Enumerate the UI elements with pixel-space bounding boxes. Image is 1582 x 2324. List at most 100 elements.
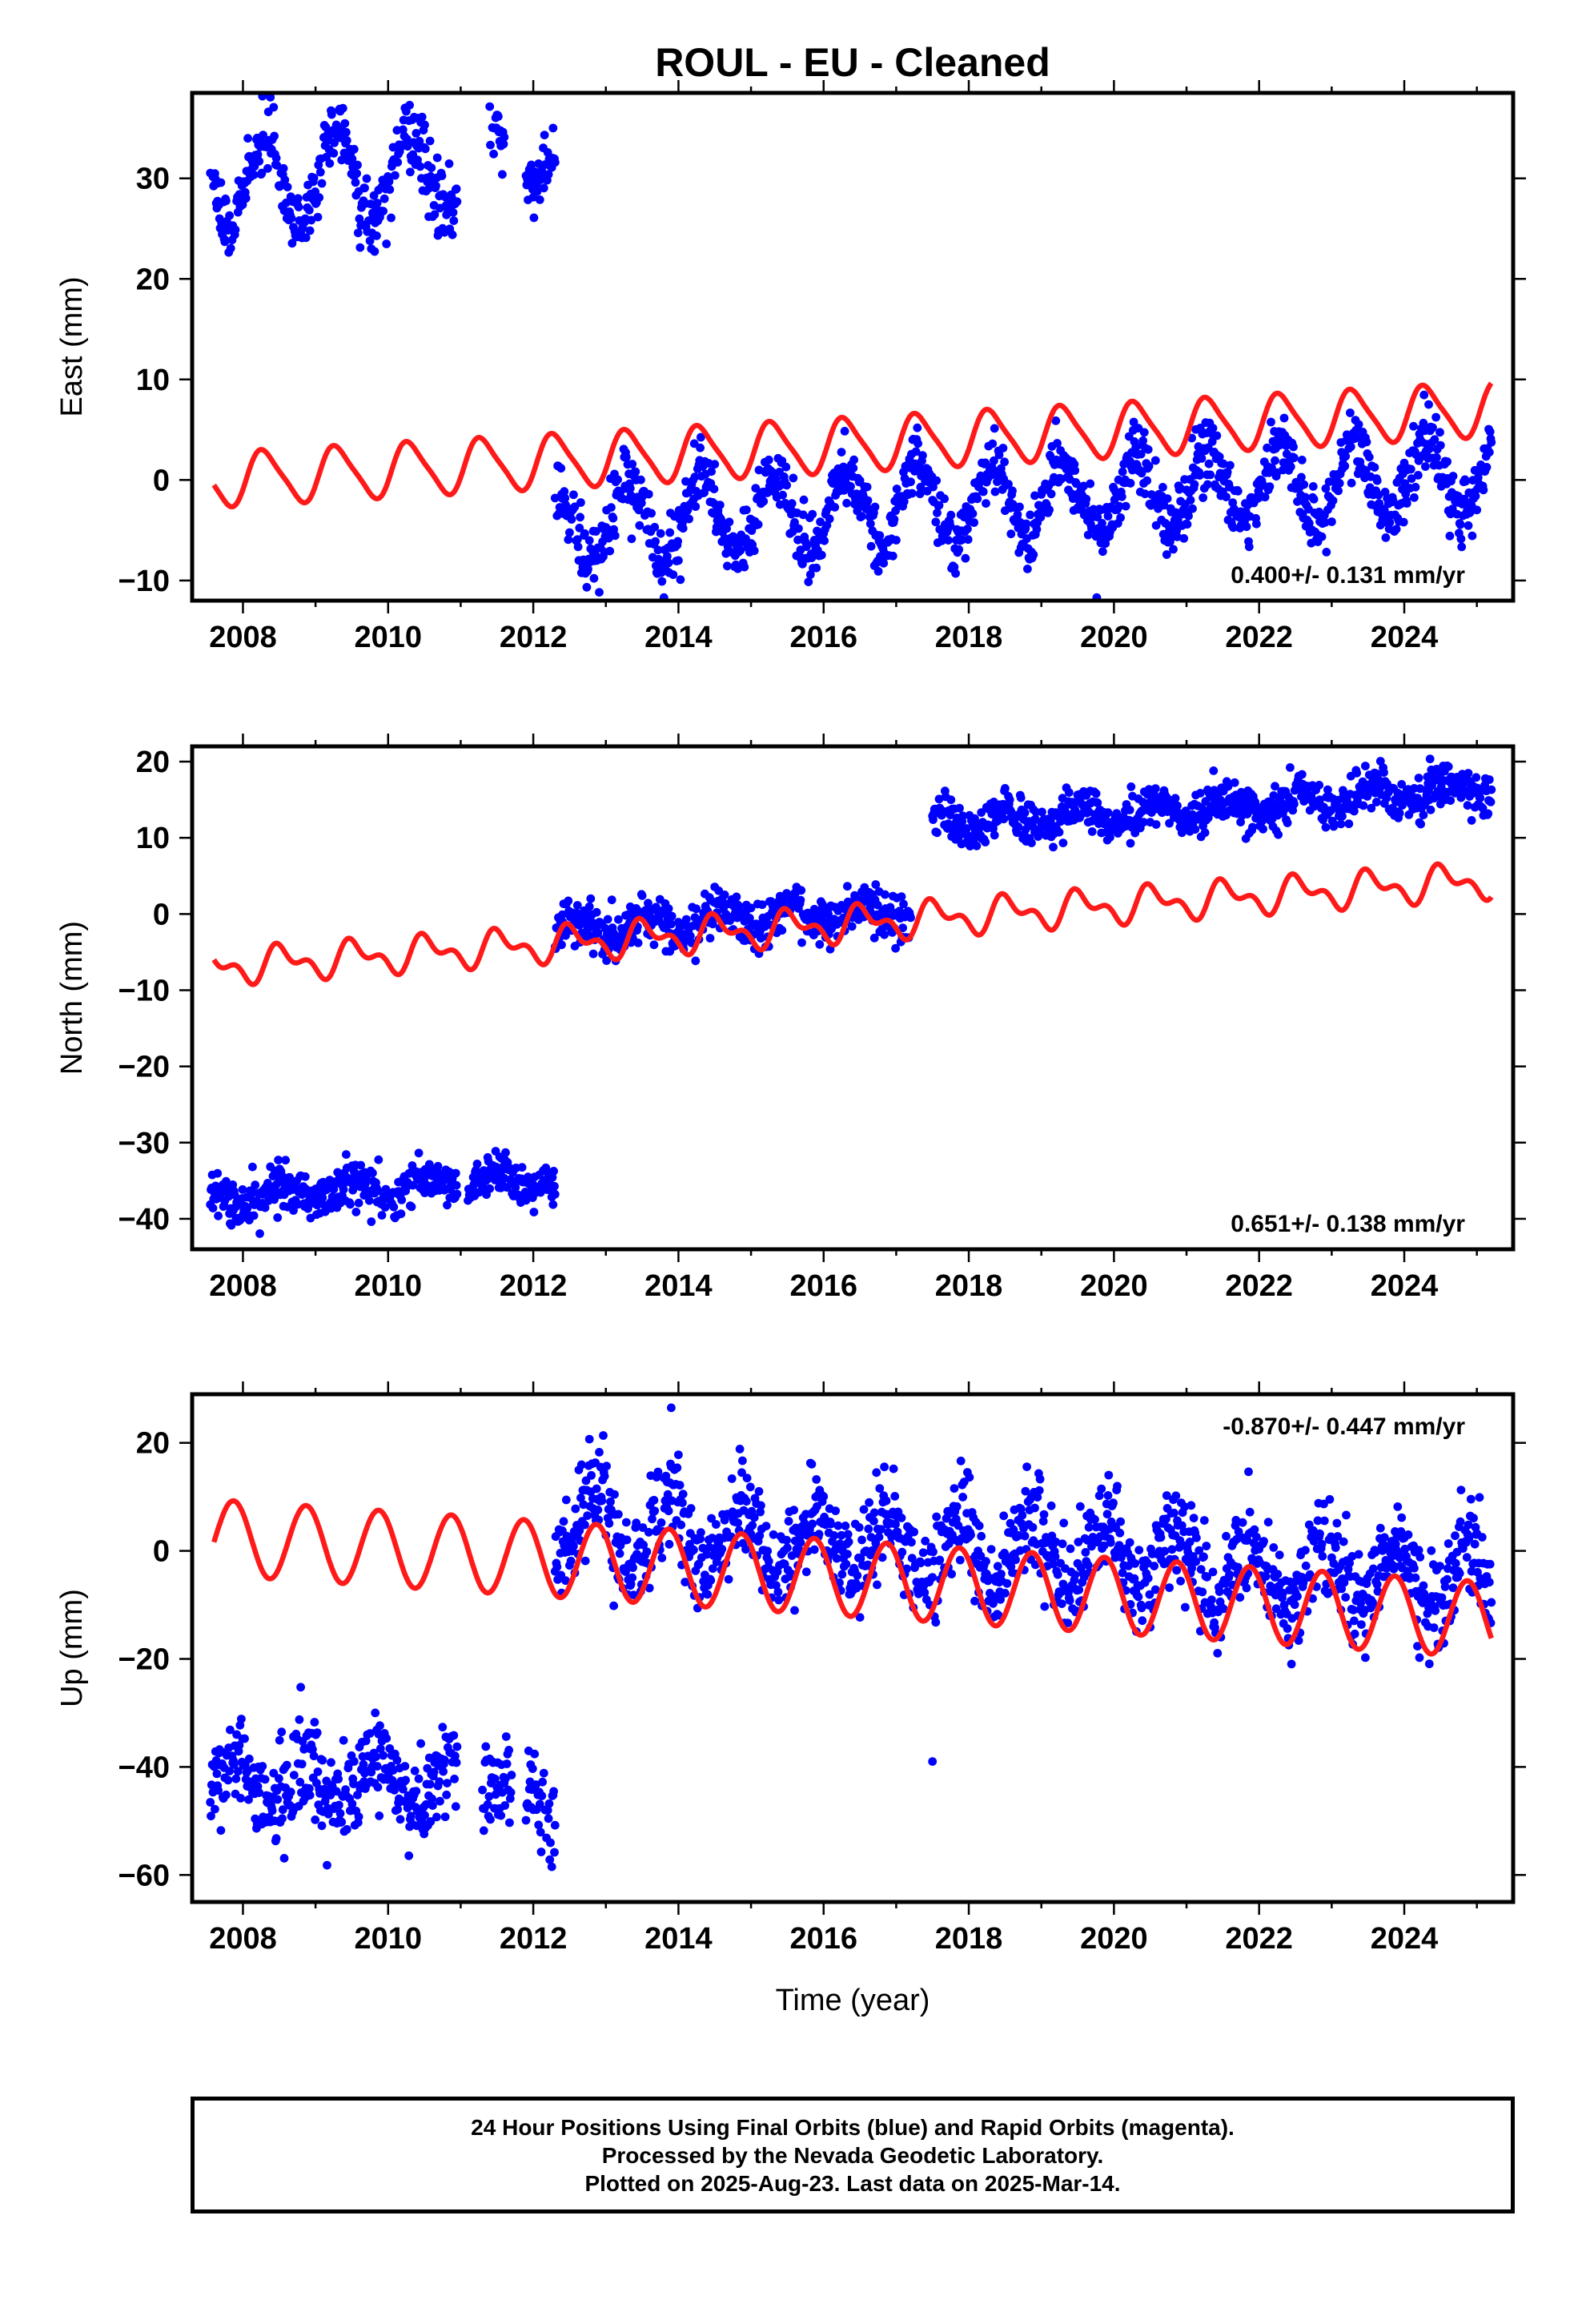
east-point xyxy=(990,487,1000,497)
up-point xyxy=(569,1542,578,1551)
east-point xyxy=(1026,510,1035,520)
north-point xyxy=(208,1204,218,1212)
east-point xyxy=(1409,421,1418,431)
up-point xyxy=(597,1496,607,1506)
east-point xyxy=(799,495,809,505)
east-point xyxy=(978,487,988,497)
east-point xyxy=(1015,502,1024,512)
up-point xyxy=(1170,1508,1178,1518)
up-point xyxy=(1039,1510,1049,1519)
east-point xyxy=(1421,462,1430,471)
east-point xyxy=(733,564,742,573)
north-point xyxy=(847,922,857,931)
north-x-tick-label: 2020 xyxy=(1080,1269,1148,1303)
east-point xyxy=(1199,493,1207,502)
east-point xyxy=(1143,444,1153,454)
east-point xyxy=(690,472,700,481)
up-point xyxy=(763,1546,773,1556)
up-point xyxy=(1213,1649,1223,1658)
up-point xyxy=(761,1522,771,1530)
up-point xyxy=(547,1862,556,1872)
up-point xyxy=(1181,1602,1190,1612)
north-point xyxy=(1005,795,1014,804)
north-point xyxy=(1416,819,1425,829)
up-point xyxy=(334,1775,343,1783)
east-point xyxy=(1022,519,1031,529)
east-point xyxy=(830,503,840,512)
east-point xyxy=(430,210,440,219)
east-point xyxy=(1023,565,1032,573)
east-point xyxy=(906,477,915,487)
up-point xyxy=(952,1502,962,1511)
up-point xyxy=(1001,1589,1010,1598)
north-point xyxy=(586,894,596,903)
east-point xyxy=(576,513,584,522)
east-point xyxy=(933,509,942,517)
up-point xyxy=(442,1790,452,1799)
east-point xyxy=(651,537,660,546)
east-point xyxy=(1424,400,1433,409)
east-point xyxy=(1321,484,1331,493)
up-point xyxy=(278,1814,287,1823)
east-point xyxy=(1406,464,1415,474)
up-point xyxy=(305,1791,315,1800)
east-point xyxy=(1114,501,1124,511)
up-point xyxy=(857,1535,866,1545)
east-point xyxy=(1260,493,1270,502)
up-point xyxy=(673,1463,682,1473)
north-point xyxy=(1150,784,1160,793)
up-point xyxy=(600,1471,609,1481)
north-point xyxy=(1087,827,1097,836)
east-point xyxy=(1195,471,1204,480)
east-point xyxy=(754,465,764,475)
up-point xyxy=(801,1567,811,1577)
north-point xyxy=(1352,768,1362,778)
east-point xyxy=(1413,471,1423,480)
east-point xyxy=(931,517,941,527)
east-point xyxy=(954,545,964,554)
north-point xyxy=(815,939,825,949)
east-point xyxy=(323,133,333,143)
east-point xyxy=(1144,461,1154,471)
east-point xyxy=(1129,417,1138,427)
north-point xyxy=(389,1202,399,1212)
east-point xyxy=(751,484,761,493)
east-point xyxy=(255,156,264,166)
up-point xyxy=(428,1801,437,1811)
up-point xyxy=(889,1464,898,1474)
north-point xyxy=(777,926,787,935)
east-point xyxy=(385,185,395,195)
up-point xyxy=(970,1596,979,1606)
up-point xyxy=(1233,1562,1243,1572)
up-point xyxy=(1156,1533,1166,1542)
east-point xyxy=(911,447,921,456)
north-point xyxy=(1283,818,1292,827)
east-point xyxy=(279,163,288,173)
north-point xyxy=(213,1168,223,1178)
up-point xyxy=(410,1766,420,1775)
east-point xyxy=(842,498,851,508)
east-point xyxy=(315,193,324,203)
north-point xyxy=(364,1196,374,1205)
up-point xyxy=(727,1474,737,1483)
east-point xyxy=(650,522,660,532)
east-point xyxy=(759,497,769,506)
east-point xyxy=(973,494,982,504)
up-point xyxy=(1176,1576,1185,1586)
north-point xyxy=(214,1211,223,1220)
up-point xyxy=(1065,1596,1074,1605)
up-point xyxy=(932,1512,942,1522)
up-point xyxy=(1104,1470,1114,1480)
east-point xyxy=(1215,452,1224,461)
up-point xyxy=(436,1796,444,1806)
east-point xyxy=(1301,493,1310,502)
north-point xyxy=(452,1180,461,1190)
east-point xyxy=(1443,457,1452,466)
up-point xyxy=(240,1734,249,1743)
east-point xyxy=(988,439,998,448)
east-point xyxy=(1399,517,1408,527)
east-point xyxy=(301,233,311,243)
up-point xyxy=(841,1522,850,1530)
north-point xyxy=(990,830,999,840)
up-point xyxy=(809,1545,819,1554)
